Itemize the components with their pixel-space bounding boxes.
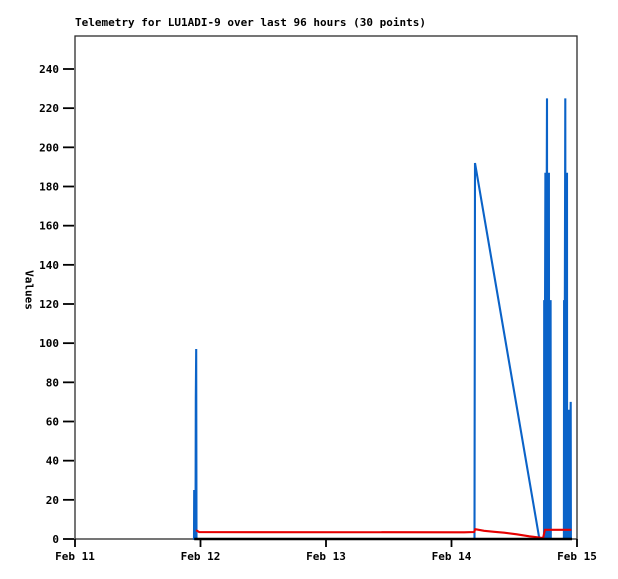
y-tick-label: 220 [39,102,59,115]
y-tick-label: 140 [39,259,59,272]
y-tick-label: 160 [39,220,59,233]
chart-title: Telemetry for LU1ADI-9 over last 96 hour… [75,16,426,29]
y-tick-label: 40 [46,455,59,468]
x-tick-label: Feb 11 [55,550,95,563]
x-tick-label: Feb 12 [181,550,221,563]
plot-border [74,35,578,540]
series-blue-line [192,98,572,541]
x-tick-label: Feb 13 [306,550,346,563]
y-tick-label: 120 [39,298,59,311]
x-tick-label: Feb 15 [557,550,597,563]
y-tick-label: 240 [39,63,59,76]
series-red-line [195,528,572,540]
x-tick-label: Feb 14 [432,550,472,563]
y-tick-label: 60 [46,416,59,429]
y-tick-label: 100 [39,337,59,350]
y-tick-label: 0 [52,533,59,546]
y-tick-label: 180 [39,181,59,194]
y-tick-label: 20 [46,494,59,507]
y-tick-label: 80 [46,376,59,389]
y-tick-label: 200 [39,141,59,154]
